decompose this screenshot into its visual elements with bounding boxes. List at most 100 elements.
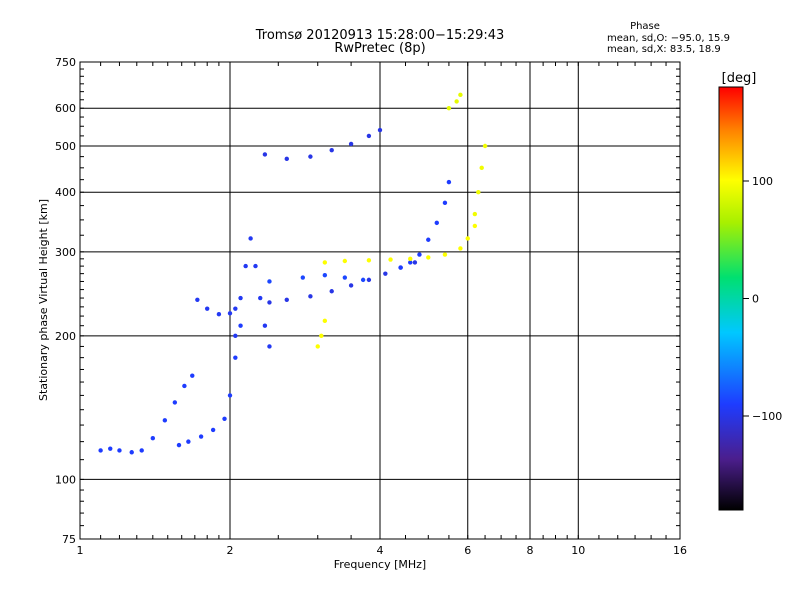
chart-title: Tromsø 20120913 15:28:00−15:29:43 — [255, 28, 505, 43]
data-point — [348, 283, 354, 288]
y-tick-label: 300 — [55, 246, 76, 259]
data-point — [442, 200, 448, 206]
data-point — [315, 344, 320, 349]
data-point — [238, 323, 243, 328]
colorbar-tick-label: 0 — [752, 293, 759, 306]
data-point — [162, 418, 168, 423]
data-point — [446, 106, 452, 111]
data-point — [434, 220, 439, 226]
grid-layer — [80, 62, 680, 539]
data-point — [98, 448, 103, 453]
data-point — [233, 355, 238, 360]
y-tick-label: 600 — [55, 102, 76, 115]
x-tick-label: 1 — [77, 544, 84, 557]
data-point — [216, 311, 222, 317]
data-point — [366, 277, 372, 283]
y-tick-label: 500 — [55, 140, 76, 153]
data-point — [465, 236, 470, 241]
data-point — [262, 323, 268, 328]
data-layer — [98, 92, 488, 455]
data-point — [482, 143, 488, 149]
data-point — [319, 333, 324, 339]
data-point — [366, 258, 372, 263]
data-point — [360, 277, 366, 283]
data-point — [342, 275, 348, 280]
data-point — [243, 263, 248, 269]
tick-layer: 1 2 4 6 8 10 16 75 100 200 300 400 500 600 750 — [55, 56, 687, 557]
x-tick-label: 4 — [377, 544, 384, 557]
data-point — [150, 436, 156, 441]
data-point — [322, 272, 328, 278]
data-point — [198, 434, 204, 439]
data-point — [172, 400, 178, 405]
data-point — [329, 289, 334, 294]
data-point — [408, 256, 413, 262]
y-tick-label: 200 — [55, 330, 76, 343]
data-point — [417, 252, 422, 257]
colorbar-tick-label: 100 — [752, 175, 773, 188]
x-tick-label: 10 — [571, 544, 585, 557]
y-tick-label: 100 — [55, 473, 76, 486]
data-point — [476, 190, 481, 195]
data-point — [472, 223, 478, 229]
data-point — [129, 450, 134, 455]
data-point — [233, 306, 238, 311]
x-axis-label: Frequency [MHz] — [334, 558, 426, 571]
data-point — [472, 211, 478, 217]
data-point — [366, 133, 372, 139]
data-point — [322, 318, 328, 324]
data-point — [190, 373, 195, 378]
data-point — [458, 92, 463, 98]
data-point — [308, 154, 313, 159]
data-point — [398, 265, 403, 270]
data-point — [442, 252, 448, 257]
data-point — [458, 246, 463, 251]
data-point — [300, 275, 306, 280]
data-point — [108, 446, 113, 451]
data-point — [426, 255, 431, 260]
y-tick-label: 75 — [62, 533, 76, 546]
data-point — [454, 99, 459, 104]
data-point — [267, 279, 272, 284]
data-point — [388, 257, 393, 262]
data-point — [322, 260, 328, 265]
data-point — [446, 179, 452, 185]
x-tick-label: 16 — [673, 544, 687, 557]
y-axis-label: Stationary phase Virtual Height [km] — [37, 199, 50, 401]
data-point — [267, 300, 272, 305]
data-point — [479, 165, 484, 171]
phase-title: Phase — [630, 21, 660, 32]
data-point — [284, 297, 289, 302]
x-tick-label: 2 — [227, 544, 234, 557]
data-point — [233, 333, 238, 339]
data-point — [258, 295, 263, 301]
colorbar — [718, 86, 744, 511]
data-point — [408, 260, 413, 265]
data-point — [182, 383, 187, 389]
y-tick-label: 400 — [55, 186, 76, 199]
data-point — [222, 416, 227, 421]
data-point — [383, 271, 388, 276]
data-point — [176, 442, 182, 448]
data-point — [412, 260, 418, 265]
data-point — [262, 152, 268, 157]
colorbar-unit-label: [deg] — [722, 71, 757, 86]
data-point — [253, 263, 258, 269]
data-point — [238, 295, 243, 301]
colorbar-ticks: 100 0 −100 — [743, 175, 782, 423]
y-tick-label: 750 — [55, 56, 76, 69]
data-point — [248, 236, 253, 241]
colorbar-tick-label: −100 — [752, 410, 782, 423]
data-point — [348, 141, 354, 147]
data-point — [186, 439, 191, 444]
x-tick-label: 8 — [527, 544, 534, 557]
data-point — [267, 344, 272, 349]
data-point — [284, 156, 289, 162]
phase-stats-o: mean, sd,O: −95.0, 15.9 — [607, 33, 730, 44]
data-point — [342, 258, 348, 264]
data-point — [227, 311, 233, 316]
data-point — [210, 427, 216, 433]
data-point — [426, 237, 431, 242]
data-point — [227, 393, 233, 398]
